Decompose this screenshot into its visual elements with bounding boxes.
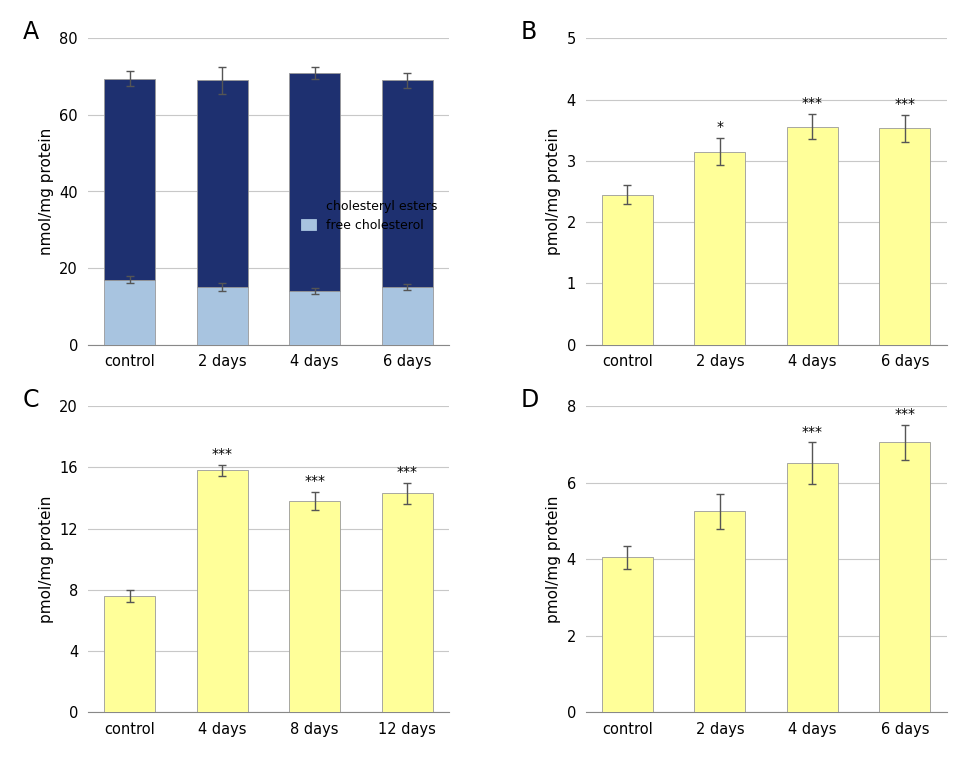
Bar [879, 129, 930, 345]
Bar [289, 73, 340, 291]
Text: ***: *** [396, 465, 418, 479]
Bar [197, 80, 248, 287]
Text: ***: *** [802, 424, 823, 438]
Bar [197, 287, 248, 345]
Bar [695, 152, 746, 345]
Bar [104, 280, 155, 345]
Text: A: A [22, 20, 39, 44]
Bar [695, 512, 746, 712]
Text: C: C [22, 388, 39, 411]
Bar [382, 80, 432, 287]
Text: ***: *** [802, 96, 823, 110]
Bar [104, 596, 155, 712]
Text: ***: *** [212, 447, 232, 461]
Bar [104, 78, 155, 280]
Bar [602, 195, 653, 345]
Text: ***: *** [305, 474, 325, 488]
Y-axis label: nmol/mg protein: nmol/mg protein [39, 128, 54, 255]
Bar [602, 558, 653, 712]
Legend: cholesteryl esters, free cholesterol: cholesteryl esters, free cholesterol [297, 195, 443, 237]
Bar [879, 442, 930, 712]
Text: ***: *** [894, 97, 915, 110]
Text: ***: *** [894, 408, 915, 421]
Text: B: B [520, 20, 537, 44]
Bar [787, 126, 837, 345]
Bar [289, 501, 340, 712]
Text: D: D [520, 388, 539, 411]
Y-axis label: pmol/mg protein: pmol/mg protein [546, 496, 561, 623]
Bar [787, 463, 837, 712]
Text: *: * [716, 120, 723, 134]
Y-axis label: pmol/mg protein: pmol/mg protein [546, 128, 561, 255]
Bar [382, 493, 432, 712]
Y-axis label: pmol/mg protein: pmol/mg protein [39, 496, 54, 623]
Bar [197, 470, 248, 712]
Bar [289, 291, 340, 345]
Bar [382, 287, 432, 345]
